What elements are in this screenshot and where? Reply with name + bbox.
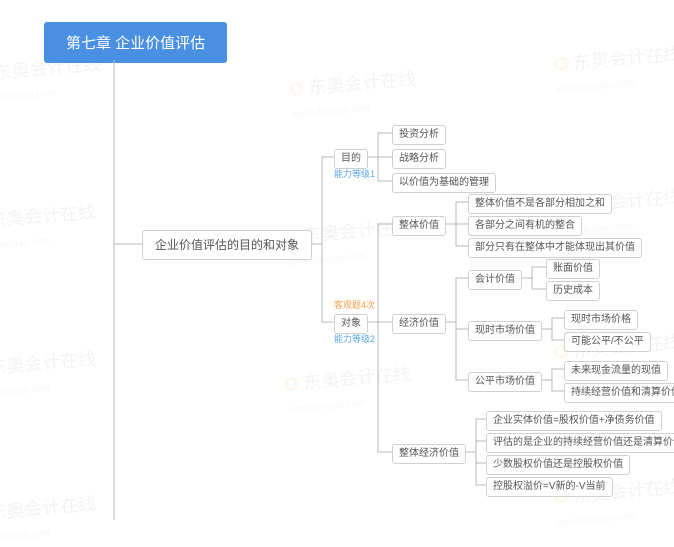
purpose-item-0: 投资分析 [392, 125, 446, 145]
whole-economic-item-3: 控股权溢价=V新的-V当前 [486, 477, 613, 497]
purpose-tag: 能力等级1 [334, 167, 375, 180]
fair-market-item-0: 未来现金流量的现值 [564, 361, 668, 381]
fair-market-node: 公平市场价值 [468, 372, 542, 392]
whole-economic-node: 整体经济价值 [392, 444, 466, 464]
accounting-node: 会计价值 [468, 270, 522, 290]
whole-economic-item-1: 评估的是企业的持续经营价值还是清算价值 [486, 433, 674, 453]
chapter-title: 第七章 企业价值评估 [44, 22, 227, 63]
economic-value-node: 经济价值 [392, 314, 446, 334]
market-now-node: 现时市场价值 [468, 321, 542, 341]
whole-economic-item-0: 企业实体价值=股权价值+净债务价值 [486, 411, 662, 431]
object-tag-blue: 能力等级2 [334, 332, 375, 345]
object-node: 对象 [334, 314, 368, 334]
purpose-item-2: 以价值为基础的管理 [392, 173, 496, 193]
market-now-item-0: 现时市场价格 [564, 310, 638, 330]
accounting-item-0: 账面价值 [546, 259, 600, 279]
fair-market-item-1: 持续经营价值和清算价值较高者 [564, 383, 674, 403]
market-now-item-1: 可能公平/不公平 [564, 332, 651, 352]
whole-value-node: 整体价值 [392, 216, 446, 236]
accounting-item-1: 历史成本 [546, 281, 600, 301]
whole-value-item-1: 各部分之间有机的整合 [468, 216, 582, 236]
purpose-node: 目的 [334, 149, 368, 169]
whole-value-item-0: 整体价值不是各部分相加之和 [468, 194, 612, 214]
purpose-item-1: 战略分析 [392, 149, 446, 169]
object-tag-orange: 客观题4次 [334, 298, 375, 311]
whole-economic-item-2: 少数股权价值还是控股权价值 [486, 455, 630, 475]
whole-value-item-2: 部分只有在整体中才能体现出其价值 [468, 238, 642, 258]
root-node: 企业价值评估的目的和对象 [142, 230, 312, 260]
